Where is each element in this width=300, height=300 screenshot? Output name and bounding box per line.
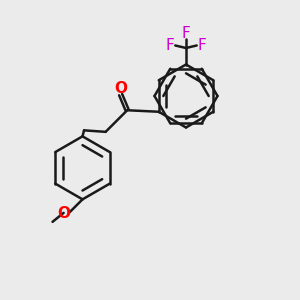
Text: F: F (198, 38, 206, 53)
Text: F: F (166, 38, 174, 53)
Text: O: O (57, 206, 70, 221)
Text: F: F (182, 26, 190, 41)
Text: O: O (114, 81, 127, 96)
